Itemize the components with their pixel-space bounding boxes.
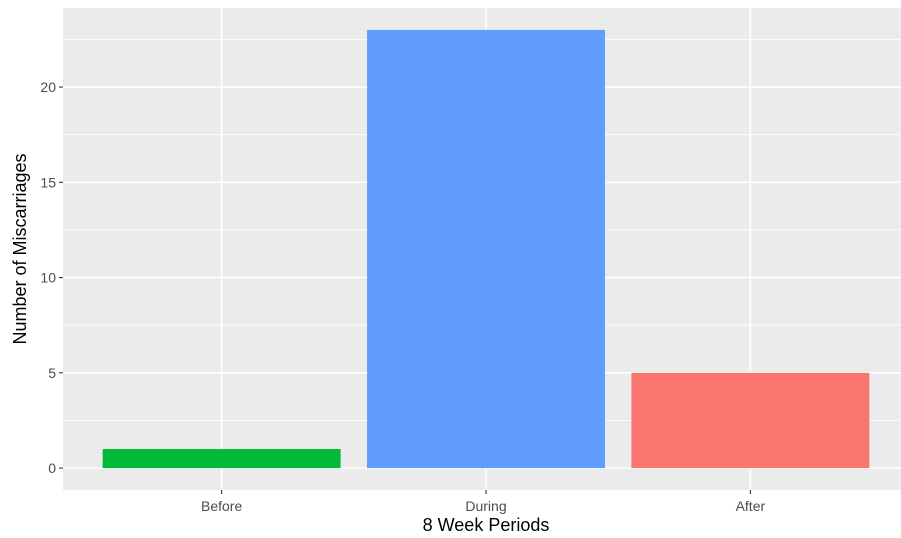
y-tick-label: 20 [40, 79, 56, 95]
y-axis-title: Number of Miscarriages [10, 153, 30, 344]
x-tick-label: After [736, 498, 766, 514]
x-tick-label: During [465, 498, 506, 514]
x-axis-title: 8 Week Periods [423, 515, 550, 535]
bars [102, 29, 870, 469]
bar-before [102, 449, 341, 469]
x-tick-label: Before [201, 498, 242, 514]
y-axis: 0 5 10 15 20 [40, 79, 63, 476]
x-axis: Before During After [201, 490, 765, 514]
y-tick-label: 10 [40, 270, 56, 286]
y-tick-label: 15 [40, 174, 56, 190]
y-tick-label: 0 [48, 460, 56, 476]
y-tick-label: 5 [48, 365, 56, 381]
bar-during [367, 29, 605, 469]
bar-after [631, 372, 870, 469]
